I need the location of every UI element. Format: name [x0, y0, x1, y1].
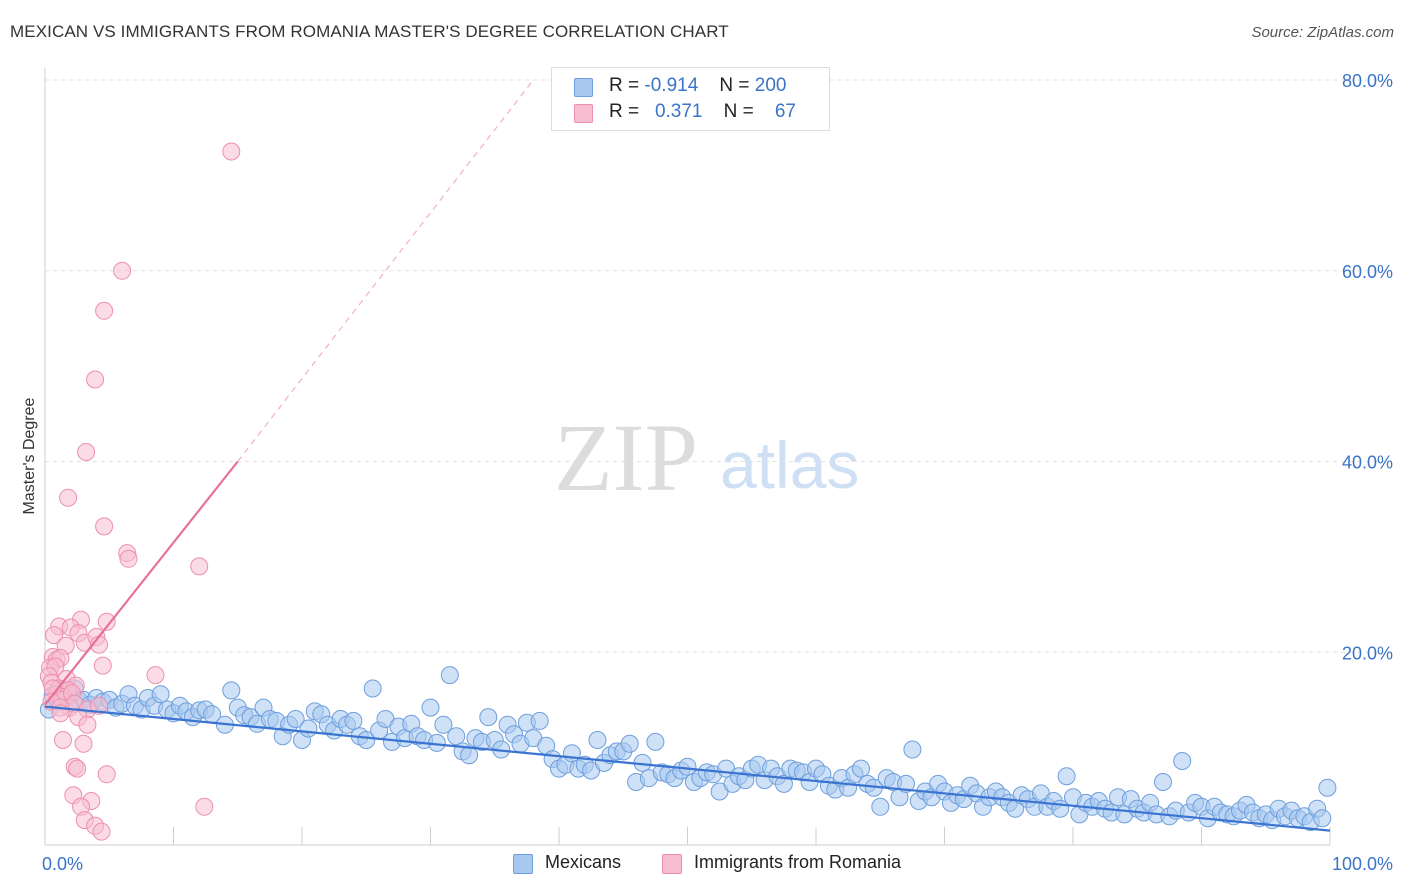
x-tick-label-1: 100.0% — [1332, 854, 1393, 874]
romania-point-48 — [74, 734, 93, 753]
mexicans-point-67 — [460, 746, 479, 765]
romania-point-6 — [95, 517, 114, 536]
legend-swatch-mexicans — [574, 78, 593, 97]
mexicans-point-65 — [447, 727, 466, 746]
legend-text-mexicans: R = -0.914 N = 200 — [609, 75, 787, 96]
mexicans-point-49 — [344, 711, 363, 730]
y-tick-label-2: 60.0% — [1342, 262, 1393, 282]
romania-point-58 — [195, 797, 214, 816]
romania-point-5 — [59, 488, 78, 507]
romania-point-47 — [54, 731, 72, 749]
x-tick-label-0: 0.0% — [42, 854, 83, 874]
romania-point-8 — [119, 549, 138, 568]
y-axis-label: Master's Degree — [21, 397, 38, 514]
mexicans-trend-line — [44, 705, 1331, 832]
mexicans-point-131 — [871, 797, 890, 816]
stats-legend: R = -0.914 N = 200 R = 0.371 N = 67 — [551, 67, 830, 131]
romania-point-3 — [86, 370, 105, 389]
legend-swatch-romania — [574, 104, 593, 123]
mexicans-point-61 — [421, 698, 440, 717]
romania-point-9 — [190, 557, 209, 576]
romania-point-1 — [113, 261, 132, 280]
mexicans-point-42 — [299, 719, 318, 738]
mexicans-point-64 — [440, 666, 459, 685]
romania-point-10 — [97, 612, 116, 631]
source-note: Source: ZipAtlas.com — [1251, 24, 1394, 41]
romania-point-2 — [95, 301, 114, 320]
bottom-legend-swatch-mexicans — [513, 854, 533, 874]
mexicans-point-63 — [434, 715, 453, 734]
bottom-legend-label-romania: Immigrants from Romania — [694, 852, 902, 872]
mexicans-point-178 — [1173, 752, 1192, 770]
romania-point-43 — [90, 696, 108, 715]
mexicans-point-30 — [222, 681, 241, 700]
y-tick-label-1: 40.0% — [1342, 453, 1393, 473]
mexicans-point-200 — [1313, 809, 1332, 828]
mexicans-point-128 — [852, 759, 870, 778]
romania-points — [39, 142, 241, 841]
mexicans-point-175 — [1154, 773, 1172, 791]
mexicans-points — [39, 666, 1337, 831]
mexicans-point-135 — [897, 774, 915, 793]
y-tick-label-0: 20.0% — [1342, 643, 1393, 663]
romania-point-30 — [146, 666, 165, 685]
romania-point-51 — [97, 765, 116, 784]
mexicans-point-160 — [1057, 767, 1076, 786]
romania-point-0 — [222, 142, 241, 161]
mexicans-point-116 — [774, 774, 793, 793]
mexicans-point-70 — [479, 708, 498, 727]
watermark-atlas: atlas — [720, 428, 859, 502]
mexicans-point-96 — [646, 732, 665, 751]
mexicans-point-20 — [151, 685, 170, 704]
mexicans-point-51 — [357, 731, 376, 749]
mexicans-point-52 — [363, 679, 382, 698]
watermark: ZIP atlas — [554, 404, 859, 511]
chart-title: MEXICAN VS IMMIGRANTS FROM ROMANIA MASTE… — [10, 22, 729, 41]
watermark-zip: ZIP — [554, 404, 698, 511]
romania-point-25 — [93, 656, 112, 675]
romania-point-13 — [45, 626, 63, 645]
legend-text-romania: R = 0.371 N = 67 — [609, 101, 796, 122]
romania-trend-line — [44, 460, 239, 706]
bottom-legend-label-mexicans: Mexicans — [545, 852, 622, 872]
grid-lines — [45, 79, 1392, 653]
mexicans-point-201 — [1318, 778, 1337, 797]
romania-point-46 — [78, 715, 97, 734]
trend-lines — [44, 79, 1331, 832]
bottom-legend-swatch-romania — [662, 854, 682, 874]
mexicans-point-40 — [286, 710, 305, 728]
romania-point-4 — [77, 443, 96, 461]
mexicans-point-92 — [620, 734, 639, 753]
romania-point-50 — [68, 759, 87, 778]
romania-trend-extension — [237, 79, 534, 462]
romania-point-57 — [92, 822, 111, 841]
tick-labels: 20.0% 40.0% 60.0% 80.0% 0.0% 100.0% — [42, 71, 1393, 874]
mexicans-point-78 — [530, 711, 549, 730]
y-tick-label-3: 80.0% — [1342, 71, 1393, 91]
mexicans-point-136 — [903, 740, 922, 759]
mexicans-point-87 — [588, 731, 607, 749]
